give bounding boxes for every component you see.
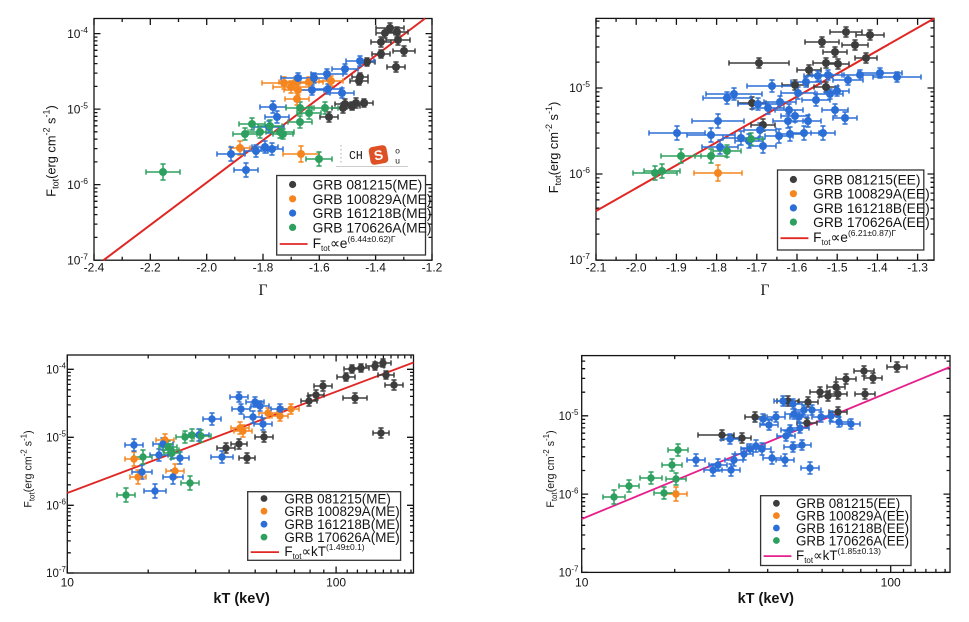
svg-text:Γ: Γ: [761, 282, 770, 299]
svg-text:-1.6: -1.6: [309, 261, 330, 275]
svg-text:GRB 161218B(ME): GRB 161218B(ME): [284, 517, 399, 532]
svg-text:CH: CH: [349, 150, 363, 163]
svg-text:-1.6: -1.6: [787, 261, 808, 275]
svg-text:o: o: [395, 147, 400, 157]
svg-text:GRB 081215(ME): GRB 081215(ME): [313, 178, 423, 193]
svg-text:Ftot(erg cm-2 s-1): Ftot(erg cm-2 s-1): [20, 430, 37, 507]
svg-text:-1.2: -1.2: [422, 261, 443, 275]
svg-text:GRB 170626A(EE): GRB 170626A(EE): [813, 215, 930, 230]
svg-text:-2.0: -2.0: [626, 261, 647, 275]
svg-text:10: 10: [61, 576, 75, 590]
svg-text:GRB 081215(EE): GRB 081215(EE): [813, 173, 920, 188]
svg-text:S: S: [373, 147, 384, 163]
svg-text:-1.5: -1.5: [827, 261, 848, 275]
svg-text:-1.8: -1.8: [253, 261, 274, 275]
svg-text:u: u: [395, 157, 400, 167]
svg-text:100: 100: [881, 576, 901, 590]
svg-text:Γ: Γ: [259, 282, 268, 299]
svg-text:Ftot(erg cm-2 s-1): Ftot(erg cm-2 s-1): [42, 105, 61, 196]
svg-text:GRB 161218B(EE): GRB 161218B(EE): [813, 201, 930, 216]
svg-text:100: 100: [326, 576, 346, 590]
svg-text:10: 10: [575, 576, 589, 590]
svg-text:GRB 161218B(ME): GRB 161218B(ME): [313, 206, 432, 221]
svg-text:-1.7: -1.7: [746, 261, 767, 275]
svg-text:GRB 161218B(EE): GRB 161218B(EE): [796, 521, 909, 536]
svg-text:-2.1: -2.1: [586, 261, 607, 275]
svg-text:-1.4: -1.4: [365, 261, 386, 275]
svg-text:GRB 100829A(ME): GRB 100829A(ME): [313, 192, 432, 207]
svg-text:GRB 170626A(ME): GRB 170626A(ME): [313, 220, 432, 235]
svg-text:GRB 170626A(EE): GRB 170626A(EE): [796, 533, 909, 548]
svg-text:-2.2: -2.2: [140, 261, 161, 275]
svg-text:-1.4: -1.4: [867, 261, 888, 275]
svg-text:kT (keV): kT (keV): [213, 591, 270, 607]
svg-text:kT (keV): kT (keV): [738, 591, 795, 607]
svg-text:GRB 100829A(EE): GRB 100829A(EE): [796, 508, 909, 523]
svg-text:GRB 170626A(ME): GRB 170626A(ME): [284, 530, 399, 545]
svg-text:-1.9: -1.9: [666, 261, 687, 275]
svg-text:Ftot(erg cm-2 s-1): Ftot(erg cm-2 s-1): [542, 430, 559, 507]
svg-text:-1.3: -1.3: [907, 261, 928, 275]
svg-text:-2.4: -2.4: [84, 261, 105, 275]
svg-text:GRB 100829A(EE): GRB 100829A(EE): [813, 187, 930, 202]
svg-text:GRB 081215(ME): GRB 081215(ME): [284, 491, 390, 506]
svg-text:-2.0: -2.0: [196, 261, 217, 275]
svg-text:-1.8: -1.8: [706, 261, 727, 275]
svg-text:GRB 081215(EE): GRB 081215(EE): [796, 496, 900, 511]
svg-text:Ftot(erg cm-2 s-1): Ftot(erg cm-2 s-1): [544, 102, 563, 193]
svg-text:GRB 100829A(ME): GRB 100829A(ME): [284, 504, 399, 519]
